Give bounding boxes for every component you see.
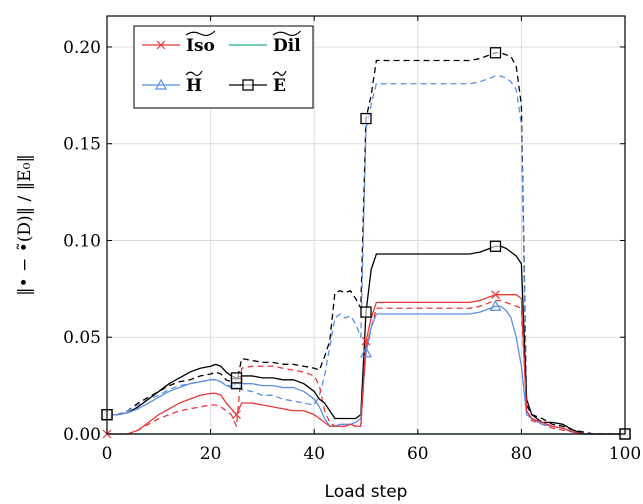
legend-label: H (186, 76, 202, 96)
data-point-triangle (489, 300, 502, 311)
tilde-accent (272, 70, 287, 77)
x-axis-label: Load step (325, 482, 408, 502)
data-point-cross (491, 290, 500, 300)
legend-label: Dil (273, 36, 301, 56)
y-tick-label: 0.00 (63, 425, 101, 445)
y-tick-label: 0.15 (63, 135, 101, 155)
data-point-cross (361, 336, 371, 346)
x-tick-label: 20 (200, 444, 222, 464)
data-point-square (489, 47, 502, 59)
y-tick-label: 0.05 (63, 328, 101, 348)
tilde-accent (272, 30, 302, 37)
legend-marker (156, 40, 166, 50)
tilde-accent (185, 30, 216, 37)
legend-marker (242, 79, 254, 91)
series-line-iso-dashed (107, 299, 625, 435)
plot-frame (106, 15, 626, 435)
legend-label: E (273, 76, 286, 96)
series-line-e-solid (107, 245, 625, 435)
data-point-square (230, 372, 243, 384)
data-point-square (489, 240, 502, 252)
legend-marker (154, 78, 168, 90)
data-point-square (360, 112, 372, 125)
series-line-h-solid (107, 305, 625, 435)
x-tick-label: 60 (407, 444, 429, 464)
ticks: 0 20 40 60 80 100 0.00 0.05 0.10 0.15 0.20 (63, 16, 641, 464)
x-tick-label: 100 (609, 444, 641, 464)
legend-entry-h: H (142, 70, 203, 96)
data-point-triangle (359, 346, 373, 358)
data-point-square (360, 306, 372, 318)
y-axis-label: ‖• − •̃(D)‖ / ‖E₀‖ (15, 154, 35, 296)
legend-entry-dil: Dil (229, 30, 302, 56)
x-tick-label: 0 (102, 444, 113, 464)
legend-box (133, 25, 314, 109)
data-point-cross (232, 410, 241, 420)
series-line-e-dashed (107, 52, 625, 435)
x-tick-label: 80 (511, 444, 533, 464)
legend-entry-iso: Iso (142, 30, 216, 56)
x-tick-label: 40 (303, 444, 325, 464)
legend-entry-e: E (229, 70, 287, 96)
y-tick-label: 0.10 (63, 231, 101, 251)
legend-label: Iso (186, 36, 215, 56)
y-tick-label: 0.20 (63, 38, 101, 58)
legend: Iso Dil H E (133, 25, 314, 109)
tilde-accent (185, 70, 203, 77)
series-line-iso-solid (107, 294, 625, 435)
